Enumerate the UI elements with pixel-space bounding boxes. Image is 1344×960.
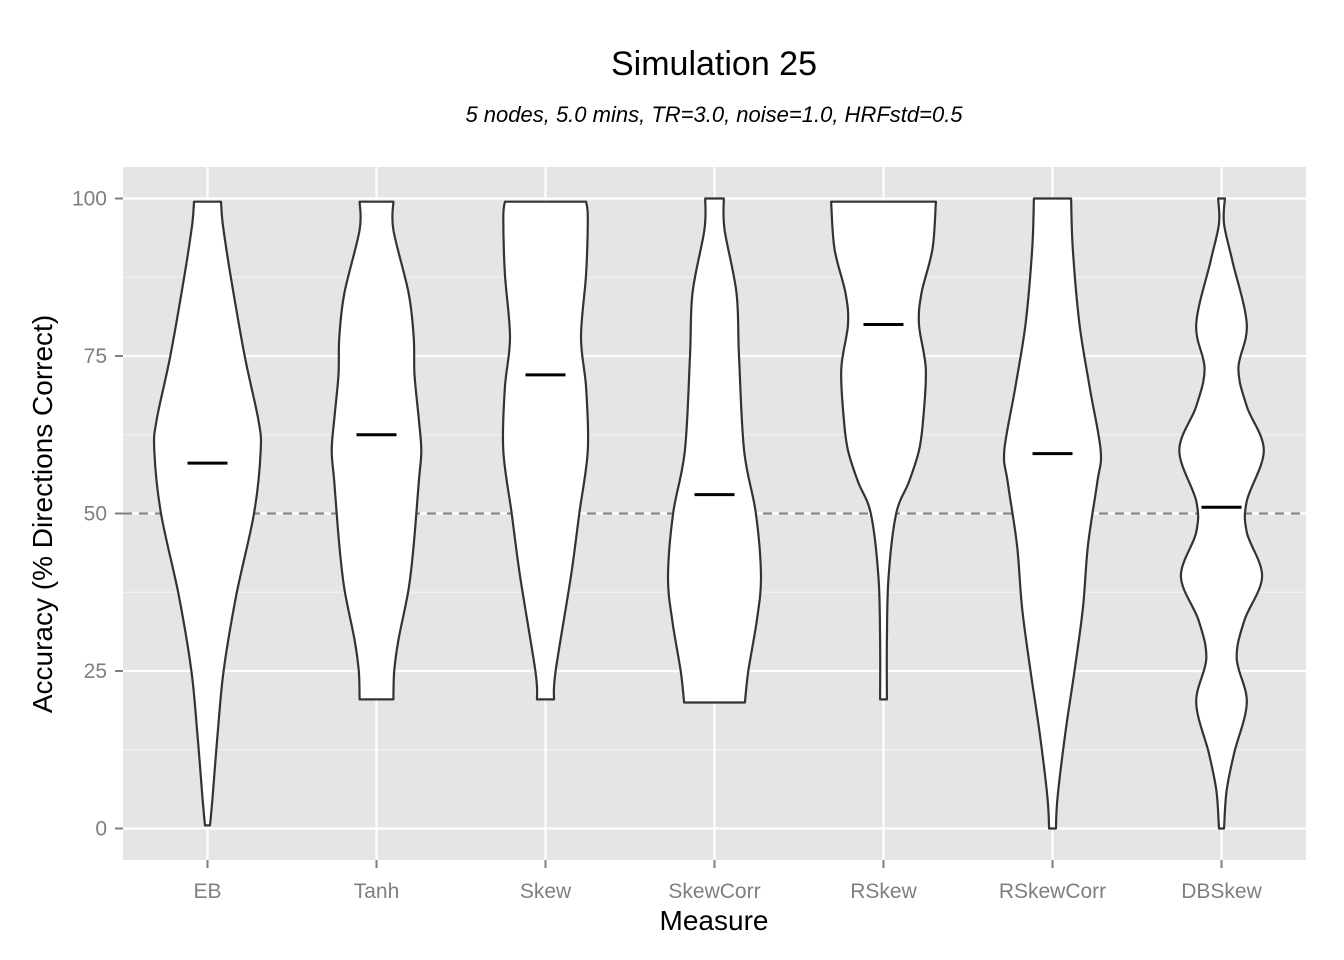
- violin-tanh: [330, 200, 423, 701]
- x-tick-label: RSkewCorr: [999, 880, 1106, 903]
- y-tick-label: 50: [84, 503, 107, 526]
- violin-skew: [501, 200, 590, 701]
- y-tick-label: 100: [72, 188, 107, 211]
- y-tick-label: 0: [95, 818, 107, 841]
- chart-subtitle: 5 nodes, 5.0 mins, TR=3.0, noise=1.0, HR…: [465, 102, 963, 127]
- violin-rskewcorr: [1002, 197, 1103, 830]
- x-tick-label: Skew: [520, 880, 572, 903]
- x-tick-label: Tanh: [354, 880, 400, 903]
- y-axis: 0 25 50 75 100: [72, 188, 123, 841]
- chart-title: Simulation 25: [611, 45, 817, 83]
- violin-skewcorr: [666, 197, 763, 704]
- violins: [152, 197, 1265, 830]
- violin-dbskew: [1178, 197, 1265, 830]
- x-axis: EB Tanh Skew SkewCorr RSkew RSkewCorr DBSkew: [193, 860, 1263, 903]
- y-tick-label: 25: [84, 660, 107, 683]
- x-tick-label: SkewCorr: [668, 880, 760, 903]
- x-tick-label: RSkew: [850, 880, 917, 903]
- violin-eb: [152, 200, 263, 827]
- y-tick-label: 75: [84, 345, 107, 368]
- y-axis-title: Accuracy (% Directions Correct): [27, 315, 58, 713]
- x-tick-label: DBSkew: [1181, 880, 1262, 903]
- x-tick-label: EB: [193, 880, 221, 903]
- violin-rskew: [830, 200, 937, 701]
- x-axis-title: Measure: [660, 905, 769, 936]
